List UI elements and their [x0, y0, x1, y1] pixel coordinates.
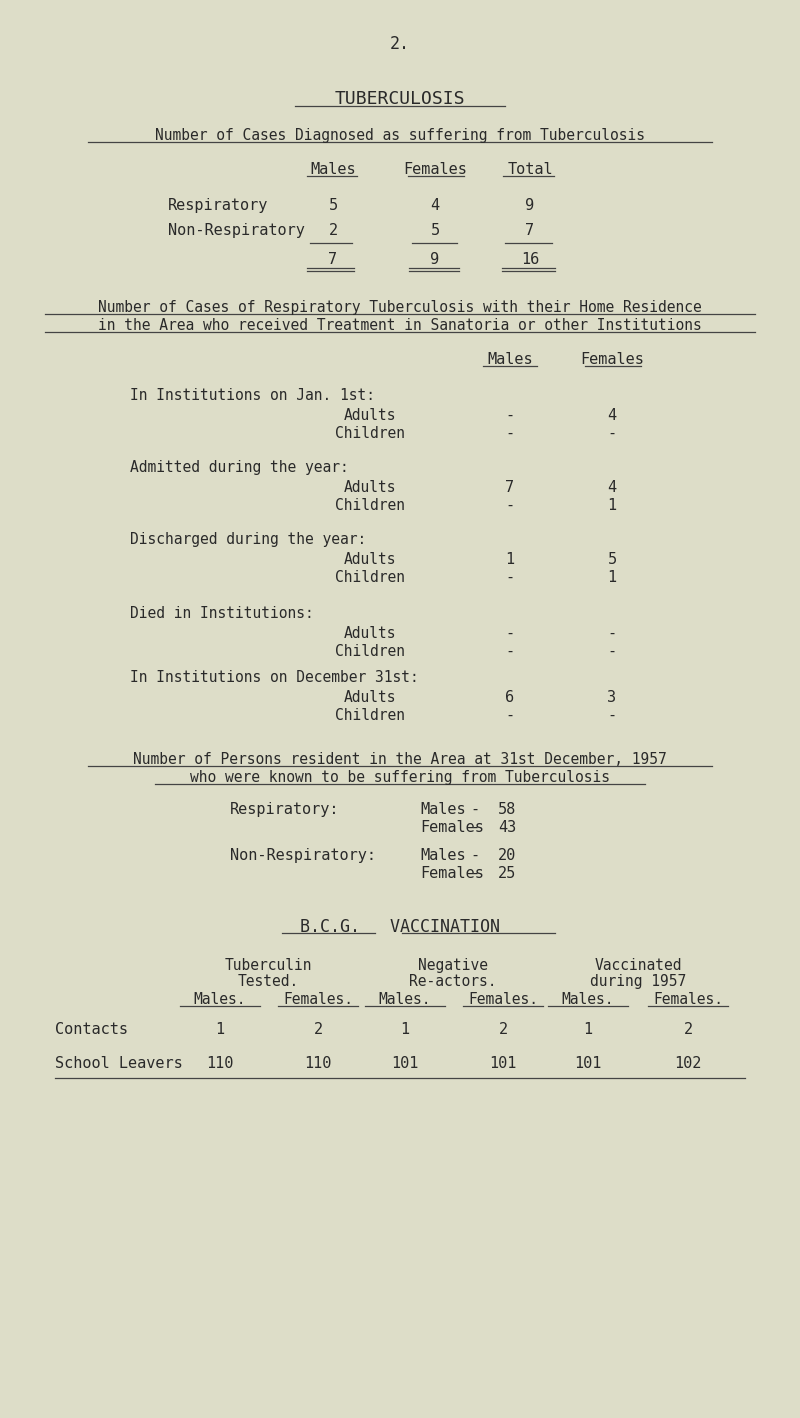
- Text: Adults: Adults: [344, 625, 396, 641]
- Text: 101: 101: [574, 1056, 602, 1071]
- Text: Number of Cases Diagnosed as suffering from Tuberculosis: Number of Cases Diagnosed as suffering f…: [155, 128, 645, 143]
- Text: -: -: [470, 820, 479, 835]
- Text: 2.: 2.: [390, 35, 410, 52]
- Text: -: -: [607, 425, 617, 441]
- Text: 9: 9: [430, 252, 439, 267]
- Text: 4: 4: [607, 481, 617, 495]
- Text: 20: 20: [498, 848, 516, 864]
- Text: In Institutions on December 31st:: In Institutions on December 31st:: [130, 669, 418, 685]
- Text: -: -: [506, 408, 514, 423]
- Text: -: -: [470, 866, 479, 881]
- Text: Number of Persons resident in the Area at 31st December, 1957: Number of Persons resident in the Area a…: [133, 752, 667, 767]
- Text: -: -: [506, 425, 514, 441]
- Text: -: -: [506, 570, 514, 586]
- Text: Discharged during the year:: Discharged during the year:: [130, 532, 366, 547]
- Text: -: -: [506, 498, 514, 513]
- Text: 7: 7: [329, 252, 338, 267]
- Text: during 1957: during 1957: [590, 974, 686, 988]
- Text: 1: 1: [506, 552, 514, 567]
- Text: Males: Males: [310, 162, 356, 177]
- Text: Adults: Adults: [344, 552, 396, 567]
- Text: Females: Females: [420, 866, 484, 881]
- Text: Re-actors.: Re-actors.: [410, 974, 497, 988]
- Text: 25: 25: [498, 866, 516, 881]
- Text: B.C.G.   VACCINATION: B.C.G. VACCINATION: [300, 917, 500, 936]
- Text: Adults: Adults: [344, 408, 396, 423]
- Text: Tuberculin: Tuberculin: [224, 959, 312, 973]
- Text: Females: Females: [403, 162, 467, 177]
- Text: Vaccinated: Vaccinated: [594, 959, 682, 973]
- Text: 9: 9: [526, 199, 534, 213]
- Text: Negative: Negative: [418, 959, 488, 973]
- Text: 5: 5: [329, 199, 338, 213]
- Text: Adults: Adults: [344, 691, 396, 705]
- Text: TUBERCULOSIS: TUBERCULOSIS: [334, 89, 466, 108]
- Text: Children: Children: [335, 498, 405, 513]
- Text: -: -: [506, 708, 514, 723]
- Text: 101: 101: [490, 1056, 517, 1071]
- Text: 7: 7: [526, 223, 534, 238]
- Text: 3: 3: [607, 691, 617, 705]
- Text: 7: 7: [506, 481, 514, 495]
- Text: Females.: Females.: [283, 993, 353, 1007]
- Text: Males: Males: [420, 803, 466, 817]
- Text: Adults: Adults: [344, 481, 396, 495]
- Text: Died in Institutions:: Died in Institutions:: [130, 605, 314, 621]
- Text: 1: 1: [607, 498, 617, 513]
- Text: -: -: [607, 644, 617, 659]
- Text: Admitted during the year:: Admitted during the year:: [130, 459, 349, 475]
- Text: School Leavers: School Leavers: [55, 1056, 182, 1071]
- Text: 110: 110: [304, 1056, 332, 1071]
- Text: 1: 1: [583, 1022, 593, 1037]
- Text: 58: 58: [498, 803, 516, 817]
- Text: 16: 16: [521, 252, 539, 267]
- Text: 4: 4: [430, 199, 439, 213]
- Text: Total: Total: [507, 162, 553, 177]
- Text: in the Area who received Treatment in Sanatoria or other Institutions: in the Area who received Treatment in Sa…: [98, 318, 702, 333]
- Text: 2: 2: [498, 1022, 507, 1037]
- Text: Females.: Females.: [653, 993, 723, 1007]
- Text: 101: 101: [391, 1056, 418, 1071]
- Text: Contacts: Contacts: [55, 1022, 128, 1037]
- Text: 1: 1: [607, 570, 617, 586]
- Text: Males.: Males.: [562, 993, 614, 1007]
- Text: 2: 2: [683, 1022, 693, 1037]
- Text: Number of Cases of Respiratory Tuberculosis with their Home Residence: Number of Cases of Respiratory Tuberculo…: [98, 301, 702, 315]
- Text: Respiratory:: Respiratory:: [230, 803, 339, 817]
- Text: Males: Males: [420, 848, 466, 864]
- Text: -: -: [607, 708, 617, 723]
- Text: who were known to be suffering from Tuberculosis: who were known to be suffering from Tube…: [190, 770, 610, 786]
- Text: Males.: Males.: [378, 993, 431, 1007]
- Text: 4: 4: [607, 408, 617, 423]
- Text: -: -: [506, 625, 514, 641]
- Text: Females: Females: [580, 352, 644, 367]
- Text: 1: 1: [215, 1022, 225, 1037]
- Text: Children: Children: [335, 644, 405, 659]
- Text: -: -: [470, 848, 479, 864]
- Text: 1: 1: [401, 1022, 410, 1037]
- Text: Males: Males: [487, 352, 533, 367]
- Text: -: -: [506, 644, 514, 659]
- Text: 6: 6: [506, 691, 514, 705]
- Text: Females.: Females.: [468, 993, 538, 1007]
- Text: 5: 5: [607, 552, 617, 567]
- Text: 43: 43: [498, 820, 516, 835]
- Text: 5: 5: [430, 223, 439, 238]
- Text: Non-Respiratory: Non-Respiratory: [168, 223, 305, 238]
- Text: Non-Respiratory:: Non-Respiratory:: [230, 848, 376, 864]
- Text: Children: Children: [335, 708, 405, 723]
- Text: Tested.: Tested.: [238, 974, 298, 988]
- Text: 2: 2: [329, 223, 338, 238]
- Text: -: -: [607, 625, 617, 641]
- Text: In Institutions on Jan. 1st:: In Institutions on Jan. 1st:: [130, 389, 375, 403]
- Text: Respiratory: Respiratory: [168, 199, 268, 213]
- Text: 110: 110: [206, 1056, 234, 1071]
- Text: Females: Females: [420, 820, 484, 835]
- Text: 102: 102: [674, 1056, 702, 1071]
- Text: Children: Children: [335, 570, 405, 586]
- Text: Children: Children: [335, 425, 405, 441]
- Text: Males.: Males.: [194, 993, 246, 1007]
- Text: 2: 2: [314, 1022, 322, 1037]
- Text: -: -: [470, 803, 479, 817]
